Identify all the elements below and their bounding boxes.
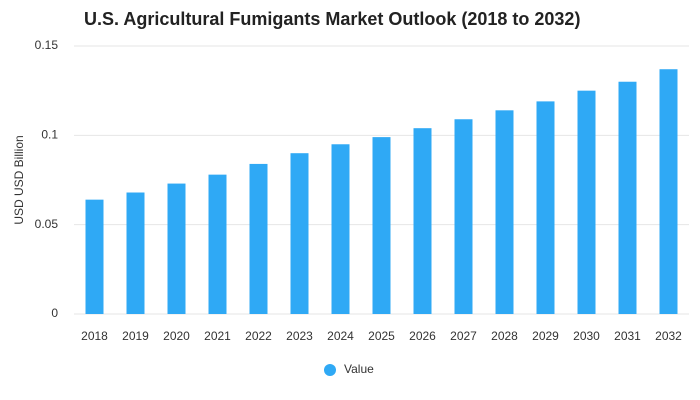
x-tick-label: 2020	[163, 329, 190, 343]
bar	[536, 101, 555, 315]
y-tick-label: 0	[51, 306, 58, 320]
x-tick-label: 2028	[491, 329, 518, 343]
x-tick-label: 2027	[450, 329, 477, 343]
x-tick-label: 2018	[81, 329, 108, 343]
bar	[208, 174, 227, 314]
bar	[659, 69, 678, 314]
bar	[495, 110, 514, 314]
x-tick-label: 2030	[573, 329, 600, 343]
y-axis-label: USD USD Billion	[12, 135, 26, 224]
x-tick-label: 2022	[245, 329, 272, 343]
bar	[331, 144, 350, 314]
x-tick-label: 2024	[327, 329, 354, 343]
y-tick-label: 0.1	[41, 128, 58, 142]
bar	[249, 163, 268, 314]
x-tick-label: 2032	[655, 329, 682, 343]
bar	[126, 192, 145, 314]
bar	[290, 153, 309, 314]
x-tick-label: 2019	[122, 329, 149, 343]
x-tick-label: 2031	[614, 329, 641, 343]
bar	[372, 137, 391, 314]
y-tick-label: 0.15	[35, 38, 59, 52]
bar	[167, 183, 186, 314]
bar	[85, 199, 104, 314]
bar	[577, 90, 596, 315]
y-tick-label: 0.05	[35, 217, 59, 231]
x-tick-label: 2026	[409, 329, 436, 343]
x-tick-label: 2023	[286, 329, 313, 343]
x-tick-label: 2021	[204, 329, 231, 343]
chart-title: U.S. Agricultural Fumigants Market Outlo…	[84, 9, 580, 29]
legend-marker[interactable]	[324, 364, 336, 376]
bar	[413, 128, 432, 314]
x-tick-label: 2029	[532, 329, 559, 343]
legend-label[interactable]: Value	[344, 362, 374, 376]
x-tick-label: 2025	[368, 329, 395, 343]
bar	[454, 119, 473, 315]
bar	[618, 81, 637, 314]
